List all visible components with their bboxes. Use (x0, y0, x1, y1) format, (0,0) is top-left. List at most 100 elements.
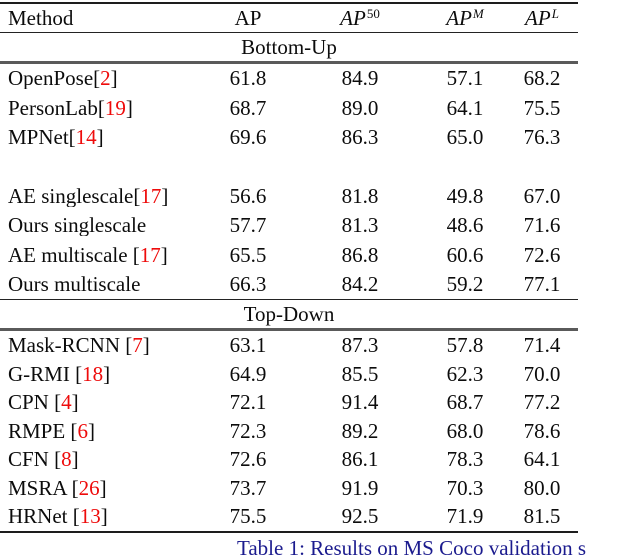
citation-bracket: ] (87, 420, 95, 442)
citation-link[interactable]: 4 (61, 392, 72, 414)
citation-bracket: ] (71, 392, 79, 414)
citation-link[interactable]: 7 (132, 334, 143, 356)
method-name: OpenPose[ (8, 68, 101, 90)
ap50-cell: 81.8 (341, 185, 379, 207)
ap-cell: 66.3 (229, 273, 267, 295)
citation-bracket: ] (99, 477, 107, 499)
apl-cell: 68.2 (523, 68, 561, 90)
ap-cell: 68.7 (229, 97, 267, 119)
ap50-cell: 86.1 (341, 449, 379, 471)
citation-link[interactable]: 26 (78, 477, 100, 499)
apm-cell: 70.3 (446, 477, 484, 499)
table-rule-top (0, 2, 578, 4)
table-caption-text: Table 1: Results on MS Coco validation s (237, 536, 587, 557)
apl-cell: 80.0 (523, 477, 561, 499)
ap-cell: 64.9 (229, 363, 267, 385)
method-cell: MSRA [26] (0, 478, 200, 499)
ap50-cell: 86.8 (341, 244, 379, 266)
citation-link[interactable]: 8 (61, 449, 72, 471)
citation-link[interactable]: 17 (139, 244, 161, 266)
ap-cell: 63.1 (229, 334, 267, 356)
table-row: RMPE [6] 72.3 89.2 68.0 78.6 (0, 417, 578, 446)
apl-cell: 78.6 (523, 420, 561, 442)
apm-cell: 48.6 (446, 215, 484, 237)
ap-cell: 72.1 (229, 392, 267, 414)
ap-cell: 57.7 (229, 215, 267, 237)
ap50-cell: 89.0 (341, 97, 379, 119)
citation-bracket: ] (110, 68, 118, 90)
method-cell: AE singlescale[17] (0, 186, 200, 207)
method-name: G-RMI [ (8, 363, 83, 385)
apm-cell: 60.6 (446, 244, 484, 266)
table-row: HRNet [13] 75.5 92.5 71.9 81.5 (0, 503, 578, 532)
citation-bracket: ] (100, 506, 108, 528)
ap50-cell: 89.2 (341, 420, 379, 442)
ap-cell: 61.8 (229, 68, 267, 90)
method-name: RMPE [ (8, 420, 78, 442)
ap-cell: 75.5 (229, 506, 267, 528)
apl-cell: 64.1 (523, 449, 561, 471)
citation-link[interactable]: 18 (82, 363, 104, 385)
table-rule-above-section (0, 299, 578, 301)
apm-superscript: M (472, 7, 484, 21)
apm-cell: 57.1 (446, 68, 484, 90)
method-name: CFN [ (8, 449, 62, 471)
citation-link[interactable]: 2 (100, 68, 111, 90)
ap-cell: 69.6 (229, 126, 267, 148)
table-rule-below-header (0, 32, 578, 33)
method-cell: Ours multiscale (0, 274, 200, 295)
apl-cell: 76.3 (523, 126, 561, 148)
method-name: MSRA [ (8, 477, 79, 499)
table-sections: Bottom-Up OpenPose[2] 61.8 84.9 57.1 68.2 Pers… (0, 33, 578, 531)
apm-cell: 62.3 (446, 363, 484, 385)
apm-cell: 49.8 (446, 185, 484, 207)
results-table: Method AP AP50 APM APL Bottom-Up OpenPose… (0, 2, 578, 534)
citation-link[interactable]: 19 (104, 97, 126, 119)
method-name: MPNet[ (8, 126, 76, 148)
citation-bracket: ] (161, 185, 169, 207)
ap50-base: AP (340, 7, 366, 29)
ap50-cell: 81.3 (341, 215, 379, 237)
table-row: Mask-RCNN [7] 63.1 87.3 57.8 71.4 (0, 331, 578, 360)
col-header-ap50: AP50 (296, 8, 424, 29)
table-caption: Table 1: Results on MS Coco validation s (0, 536, 640, 557)
apl-superscript: L (551, 7, 559, 21)
method-cell: RMPE [6] (0, 421, 200, 442)
citation-bracket: ] (160, 244, 168, 266)
citation-link[interactable]: 14 (75, 126, 97, 148)
ap-cell: 72.6 (229, 449, 267, 471)
apm-base: AP (446, 7, 472, 29)
col-header-apm: APM (424, 8, 506, 29)
method-name: Ours singlescale (8, 215, 147, 237)
table-row: PersonLab[19] 68.7 89.0 64.1 75.5 (0, 93, 578, 122)
citation-bracket: ] (103, 363, 111, 385)
method-name: Ours multiscale (8, 273, 141, 295)
apl-cell: 72.6 (523, 244, 561, 266)
ap-cell: 65.5 (229, 244, 267, 266)
method-cell: G-RMI [18] (0, 364, 200, 385)
col-header-ap: AP (234, 7, 262, 29)
ap50-cell: 86.3 (341, 126, 379, 148)
method-name: CPN [ (8, 392, 62, 414)
method-cell: CPN [4] (0, 392, 200, 413)
citation-link[interactable]: 17 (140, 185, 162, 207)
table-header-row: Method AP AP50 APM APL (0, 4, 578, 32)
apl-cell: 70.0 (523, 363, 561, 385)
method-cell: MPNet[14] (0, 127, 200, 148)
citation-link[interactable]: 6 (77, 420, 88, 442)
table-rule-below-section-header (0, 61, 578, 64)
table-row: AE singlescale[17] 56.6 81.8 49.8 67.0 (0, 182, 578, 211)
table-row: AE multiscale [17] 65.5 86.8 60.6 72.6 (0, 240, 578, 269)
citation-bracket: ] (71, 449, 79, 471)
apm-cell: 57.8 (446, 334, 484, 356)
apm-cell: 65.0 (446, 126, 484, 148)
table-row: MSRA [26] 73.7 91.9 70.3 80.0 (0, 474, 578, 503)
apm-cell: 59.2 (446, 273, 484, 295)
spacer-row (0, 152, 578, 181)
section-header: Top-Down (243, 301, 335, 326)
table-row: CPN [4] 72.1 91.4 68.7 77.2 (0, 388, 578, 417)
table-row: OpenPose[2] 61.8 84.9 57.1 68.2 (0, 64, 578, 93)
apl-cell: 77.2 (523, 392, 561, 414)
method-name: HRNet [ (8, 506, 80, 528)
citation-link[interactable]: 13 (79, 506, 101, 528)
